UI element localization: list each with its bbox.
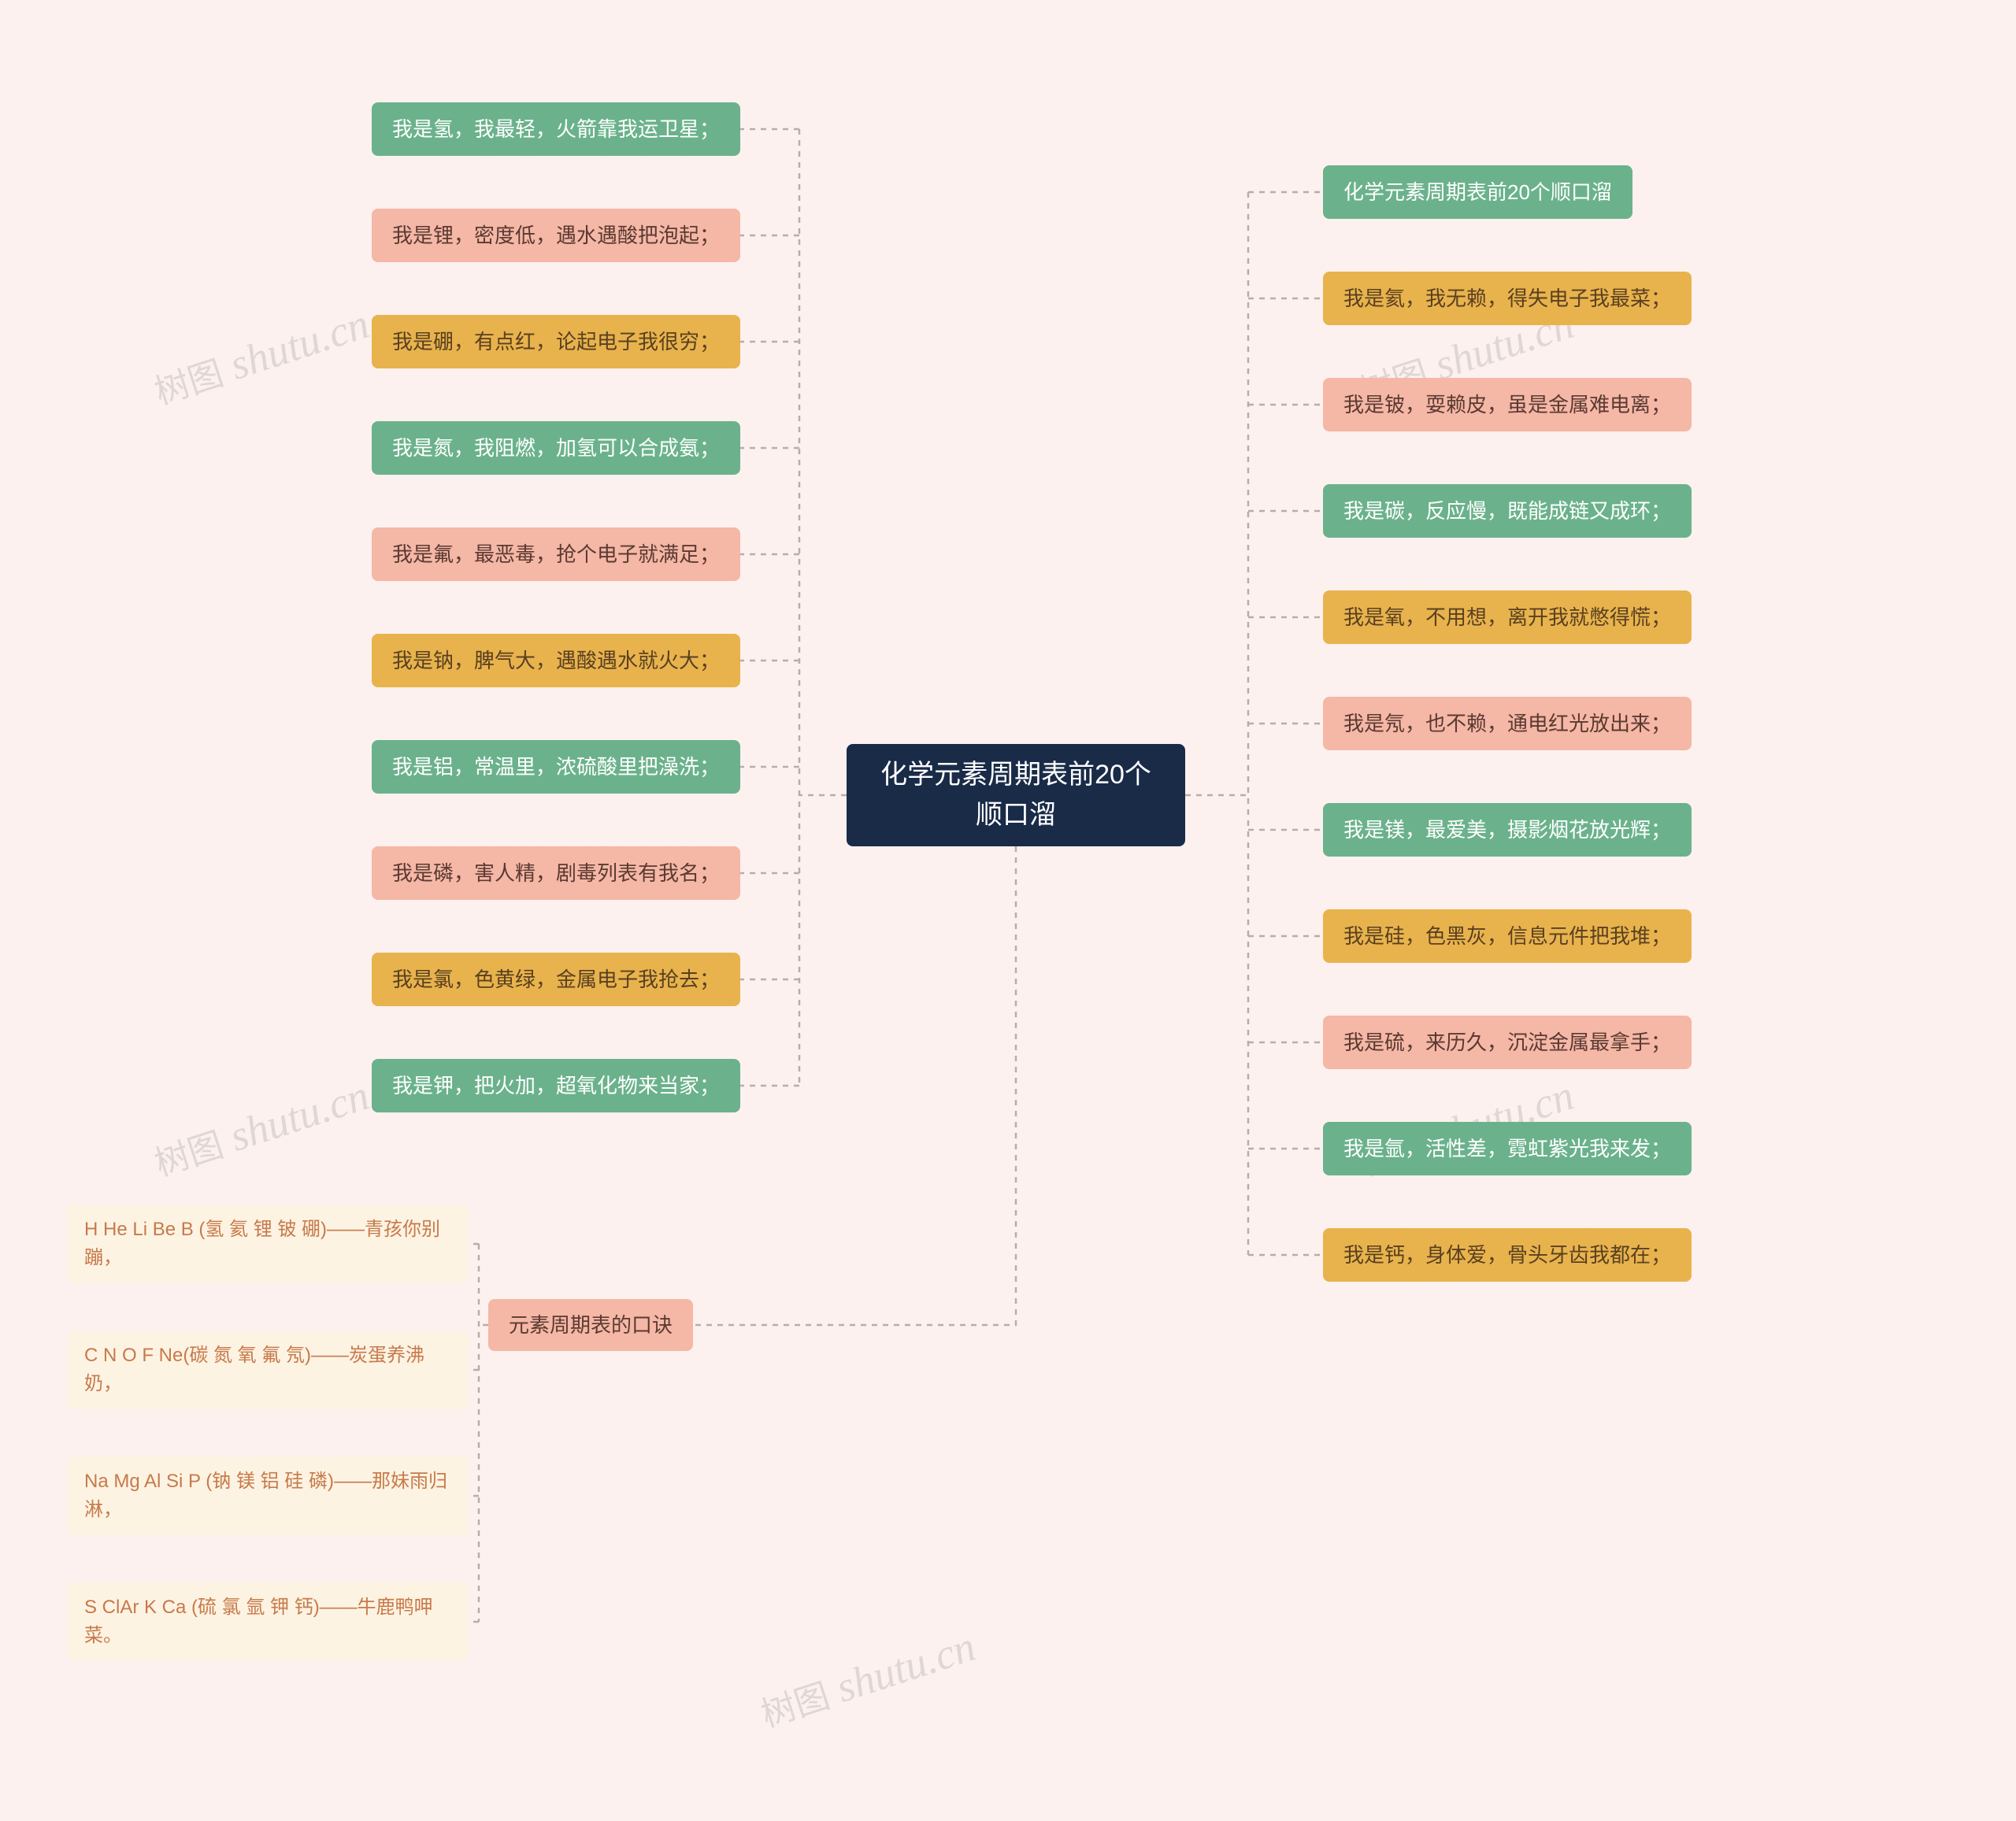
right-node: 我是碳，反应慢，既能成链又成环； [1323, 484, 1692, 538]
right-node: 我是硅，色黑灰，信息元件把我堆； [1323, 909, 1692, 963]
right-node: 我是氩，活性差，霓虹紫光我来发； [1323, 1122, 1692, 1175]
right-node: 化学元素周期表前20个顺口溜 [1323, 165, 1632, 219]
right-node: 我是硫，来历久，沉淀金属最拿手； [1323, 1016, 1692, 1069]
center-title: 化学元素周期表前20个顺口溜 [870, 755, 1162, 835]
left-node: 我是氮，我阻燃，加氢可以合成氨； [372, 421, 740, 475]
sub-item: H He Li Be B (氢 氦 锂 铍 硼)——青孩你别蹦， [67, 1205, 469, 1283]
right-node: 我是氧，不用想，离开我就憋得慌； [1323, 590, 1692, 644]
right-node: 我是铍，耍赖皮，虽是金属难电离； [1323, 378, 1692, 431]
sub-item: S ClAr K Ca (硫 氯 氩 钾 钙)——牛鹿鸭呷菜。 [67, 1582, 469, 1661]
left-node: 我是铝，常温里，浓硫酸里把澡洗； [372, 740, 740, 794]
right-node: 我是氦，我无赖，得失电子我最菜； [1323, 272, 1692, 325]
watermark-cn: 树图 [150, 354, 228, 413]
sub-section-title: 元素周期表的口诀 [488, 1299, 693, 1351]
center-node: 化学元素周期表前20个顺口溜 [847, 744, 1185, 846]
left-node: 我是氯，色黄绿，金属电子我抢去； [372, 953, 740, 1006]
left-node: 我是钾，把火加，超氧化物来当家； [372, 1059, 740, 1112]
left-node: 我是磷，害人精，剧毒列表有我名； [372, 846, 740, 900]
left-node: 我是锂，密度低，遇水遇酸把泡起； [372, 209, 740, 262]
left-node: 我是氟，最恶毒，抢个电子就满足； [372, 527, 740, 581]
watermark-pinyin: shutu.cn [224, 1072, 374, 1160]
sub-item: Na Mg Al Si P (钠 镁 铝 硅 磷)——那妹雨归淋， [67, 1456, 469, 1535]
sub-item: C N O F Ne(碳 氮 氧 氟 氖)——炭蛋养沸奶， [67, 1331, 469, 1409]
right-node: 我是氖，也不赖，通电红光放出来； [1323, 697, 1692, 750]
left-node: 我是氢，我最轻，火箭靠我运卫星； [372, 102, 740, 156]
right-node: 我是钙，身体爱，骨头牙齿我都在； [1323, 1228, 1692, 1282]
left-node: 我是硼，有点红，论起电子我很穷； [372, 315, 740, 368]
right-node: 我是镁，最爱美，摄影烟花放光辉； [1323, 803, 1692, 857]
watermark-pinyin: shutu.cn [830, 1623, 980, 1712]
watermark-cn: 树图 [150, 1126, 228, 1184]
left-node: 我是钠，脾气大，遇酸遇水就火大； [372, 634, 740, 687]
watermark-pinyin: shutu.cn [224, 300, 374, 389]
watermark-cn: 树图 [757, 1677, 835, 1735]
